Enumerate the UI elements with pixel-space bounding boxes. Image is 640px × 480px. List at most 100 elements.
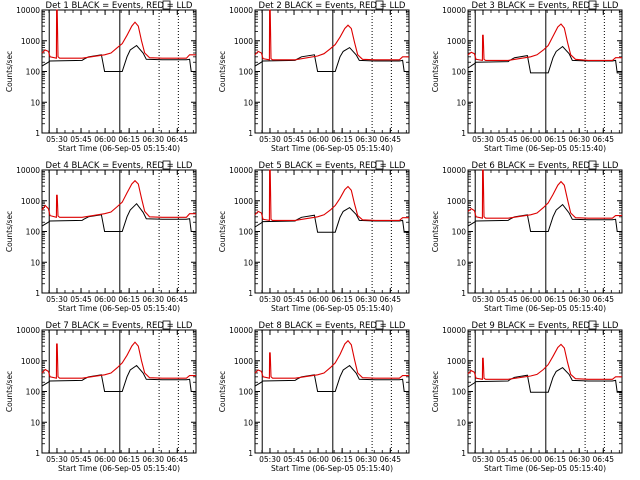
y-tick-label: 1000 — [21, 37, 40, 46]
title-box-glyph — [588, 0, 597, 10]
x-tick-label: 05:45 — [283, 295, 305, 304]
x-tick-label: 06:15 — [118, 135, 140, 144]
y-tick-label: 10 — [456, 258, 466, 267]
x-tick-label: 06:00 — [307, 295, 329, 304]
series-line-lld — [467, 23, 622, 62]
y-axis-label: Counts/sec — [218, 51, 227, 92]
x-tick-label: 05:45 — [70, 295, 92, 304]
y-axis-label: Counts/sec — [5, 51, 14, 92]
x-tick-label: 05:30 — [472, 135, 494, 144]
series-line-lld — [254, 169, 409, 222]
y-tick-label: 10000 — [16, 326, 40, 335]
y-tick-label: 1000 — [21, 357, 40, 366]
y-tick-label: 10 — [243, 98, 253, 107]
y-tick-label: 10 — [30, 258, 40, 267]
y-tick-label: 1 — [248, 449, 253, 458]
panel-title: Det 4 BLACK = Events, RED = LLD — [46, 161, 193, 171]
y-tick-label: 1000 — [234, 357, 253, 366]
x-axis-label: Start Time (06-Sep-05 05:15:40) — [271, 144, 393, 153]
x-axis-label: Start Time (06-Sep-05 05:15:40) — [271, 464, 393, 473]
series-line-lld — [41, 9, 196, 59]
x-tick-label: 06:45 — [592, 295, 614, 304]
series-line-lld — [41, 179, 196, 219]
panel-title: Det 1 BLACK = Events, RED = LLD — [46, 1, 193, 11]
y-tick-label: 10 — [30, 98, 40, 107]
y-tick-label: 10 — [30, 418, 40, 427]
panel-title: Det 9 BLACK = Events, RED = LLD — [472, 321, 619, 331]
title-box-glyph — [588, 160, 597, 170]
x-tick-label: 06:15 — [331, 295, 353, 304]
panel-title: Det 3 BLACK = Events, RED = LLD — [472, 1, 619, 11]
x-tick-label: 06:30 — [568, 455, 590, 464]
x-tick-label: 05:30 — [259, 455, 281, 464]
x-tick-label: 05:30 — [46, 455, 68, 464]
x-tick-label: 06:00 — [307, 135, 329, 144]
series-line-lld — [41, 341, 196, 379]
x-tick-label: 05:45 — [70, 455, 92, 464]
y-tick-label: 1 — [35, 289, 40, 298]
x-tick-label: 06:00 — [520, 135, 542, 144]
x-tick-label: 05:45 — [496, 135, 518, 144]
x-tick-label: 05:30 — [259, 135, 281, 144]
x-axis-label: Start Time (06-Sep-05 05:15:40) — [271, 304, 393, 313]
title-box-glyph — [588, 320, 597, 330]
series-line-lld — [467, 169, 622, 219]
series-line-events — [467, 203, 622, 232]
y-tick-label: 1000 — [21, 197, 40, 206]
panel-det-4: Det 4 BLACK = Events, RED = LLD 1 10 100 100… — [5, 160, 197, 313]
x-tick-label: 06:30 — [568, 135, 590, 144]
y-tick-label: 1 — [248, 129, 253, 138]
panel-title: Det 5 BLACK = Events, RED = LLD — [259, 161, 406, 171]
panel-det-9: Det 9 BLACK = Events, RED = LLD 1 10 100 100… — [431, 320, 623, 473]
y-axis-label: Counts/sec — [218, 211, 227, 252]
y-tick-label: 10000 — [229, 166, 253, 175]
axes-frame — [467, 9, 623, 134]
y-tick-label: 1 — [35, 449, 40, 458]
x-tick-label: 06:45 — [166, 455, 188, 464]
series-line-lld — [467, 343, 622, 380]
series-line-events — [41, 202, 196, 232]
panel-det-2: Det 2 BLACK = Events, RED = LLD 1 10 100 100… — [218, 0, 410, 153]
y-tick-label: 100 — [452, 228, 467, 237]
title-box-glyph — [162, 160, 171, 170]
x-axis-label: Start Time (06-Sep-05 05:15:40) — [484, 304, 606, 313]
y-tick-label: 100 — [26, 228, 41, 237]
x-tick-label: 06:30 — [568, 295, 590, 304]
title-box-glyph — [375, 0, 384, 10]
title-box-glyph — [162, 320, 171, 330]
x-tick-label: 05:45 — [496, 455, 518, 464]
y-tick-label: 100 — [452, 68, 467, 77]
x-tick-label: 06:45 — [166, 295, 188, 304]
x-tick-label: 06:00 — [94, 455, 116, 464]
axes-frame — [467, 329, 623, 454]
x-tick-label: 05:30 — [46, 295, 68, 304]
y-tick-label: 1 — [461, 129, 466, 138]
x-tick-label: 06:00 — [94, 135, 116, 144]
y-tick-label: 1000 — [447, 197, 466, 206]
x-tick-label: 06:30 — [142, 455, 164, 464]
x-tick-label: 05:30 — [46, 135, 68, 144]
x-tick-label: 05:30 — [259, 295, 281, 304]
x-tick-label: 06:00 — [520, 455, 542, 464]
title-box-glyph — [375, 320, 384, 330]
y-tick-label: 10000 — [229, 326, 253, 335]
y-axis-label: Counts/sec — [431, 371, 440, 412]
x-tick-label: 05:30 — [472, 295, 494, 304]
x-tick-label: 06:15 — [544, 295, 566, 304]
y-tick-label: 1000 — [447, 37, 466, 46]
panel-det-5: Det 5 BLACK = Events, RED = LLD 1 10 100 100… — [218, 160, 410, 313]
panel-title: Det 2 BLACK = Events, RED = LLD — [259, 1, 406, 11]
y-tick-label: 100 — [26, 388, 41, 397]
x-tick-label: 05:30 — [472, 455, 494, 464]
y-tick-label: 10000 — [442, 326, 466, 335]
y-tick-label: 10000 — [229, 6, 253, 15]
y-axis-label: Counts/sec — [218, 371, 227, 412]
y-tick-label: 10000 — [16, 6, 40, 15]
y-tick-label: 10 — [456, 418, 466, 427]
series-line-lld — [254, 9, 409, 61]
y-axis-label: Counts/sec — [431, 211, 440, 252]
x-tick-label: 05:45 — [283, 455, 305, 464]
y-tick-label: 100 — [26, 68, 41, 77]
x-axis-label: Start Time (06-Sep-05 05:15:40) — [58, 304, 180, 313]
